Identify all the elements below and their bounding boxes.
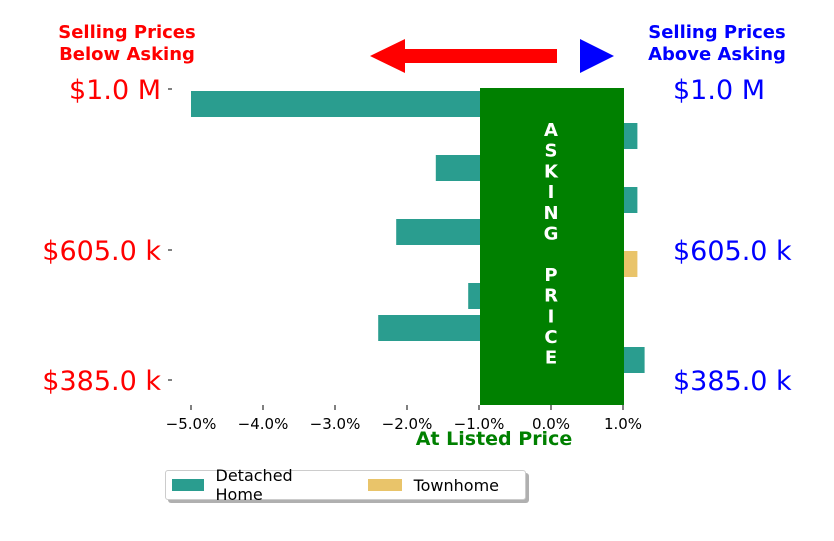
y-tick-label-left-0: $1.0 M <box>69 75 161 106</box>
x-tick-label-4: −1.0% <box>454 415 505 433</box>
left-arrow-icon <box>370 39 557 73</box>
x-tick-label-0: −5.0% <box>166 415 217 433</box>
legend: Detached Home Townhome <box>165 466 526 504</box>
x-tick-label-5: 0.0% <box>532 415 570 433</box>
left-title-line-2: Below Asking <box>59 44 195 65</box>
y-axis-left: $1.0 M $605.0 k $385.0 k <box>42 75 172 397</box>
legend-item-detached: Detached Home <box>172 466 336 504</box>
asking-price-band <box>480 88 624 405</box>
y-tick-label-right-2: $385.0 k <box>673 366 792 397</box>
right-title-line-1: Selling Prices <box>648 22 785 43</box>
x-tick-label-1: −4.0% <box>238 415 289 433</box>
y-tick-label-left-2: $385.0 k <box>42 366 161 397</box>
y-tick-label-right-0: $1.0 M <box>673 75 765 106</box>
x-tick-label-6: 1.0% <box>604 415 642 433</box>
legend-label-townhome: Townhome <box>413 475 499 495</box>
y-axis-right: $1.0 M $605.0 k $385.0 k <box>673 75 792 397</box>
x-axis: −5.0% −4.0% −3.0% −2.0% −1.0% 0.0% 1.0% <box>166 405 642 433</box>
left-title-line-1: Selling Prices <box>58 22 195 43</box>
y-tick-label-left-1: $605.0 k <box>42 236 161 267</box>
right-title-line-2: Above Asking <box>648 44 786 65</box>
x-axis-label: At Listed Price <box>416 428 572 450</box>
legend-swatch-townhome <box>367 479 402 491</box>
legend-swatch-detached <box>172 479 204 491</box>
y-tick-label-right-1: $605.0 k <box>673 236 792 267</box>
x-tick-label-2: −3.0% <box>310 415 361 433</box>
legend-label-detached: Detached Home <box>215 466 293 504</box>
x-tick-label-3: −2.0% <box>382 415 433 433</box>
legend-item-townhome: Townhome <box>367 475 499 495</box>
right-arrow-icon <box>580 39 614 73</box>
